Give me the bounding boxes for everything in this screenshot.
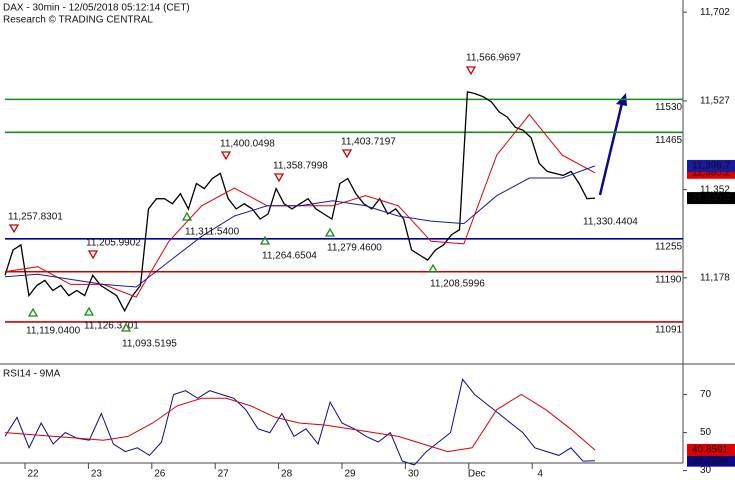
high-marker [220, 151, 232, 161]
annotation: 11,358.7998 [273, 161, 328, 172]
forecast-arrow [598, 102, 624, 196]
high-marker [8, 224, 20, 234]
y-tick-label: 30 [700, 465, 712, 476]
annotation: 11,264.6504 [262, 251, 317, 262]
value-label: 11,398.7 [692, 161, 731, 172]
low-marker [83, 306, 95, 316]
value-label-box [687, 443, 735, 456]
x-tick-label: 30 [408, 469, 420, 480]
low-marker [324, 227, 336, 237]
x-tick-label: 29 [344, 469, 356, 480]
x-tick-label: 28 [281, 469, 293, 480]
annotation: 11,566.9697 [466, 53, 521, 64]
annotation: 11,208.5996 [430, 279, 485, 290]
y-tick-label: 50 [700, 427, 712, 438]
x-tick-label: 27 [218, 469, 230, 480]
level-label: 11255 [655, 241, 683, 252]
annotation: 11,093.5195 [122, 339, 177, 350]
series-line [4, 165, 596, 288]
level-label: 11530 [655, 102, 683, 113]
y-tick-label: 11,702 [700, 7, 730, 18]
level-label: 11465 [655, 135, 683, 146]
chart-title: DAX - 30min - 12/05/2018 05:12:14 (CET) [3, 3, 190, 14]
high-marker [465, 66, 477, 76]
low-marker [181, 211, 193, 221]
annotation: 11,279.4600 [327, 243, 382, 254]
low-marker [120, 322, 132, 332]
low-marker [27, 307, 39, 317]
value-label: 11,385.2 [692, 167, 731, 178]
high-marker [341, 149, 353, 159]
y-tick-label: 11,178 [700, 272, 730, 283]
value-label: 40.8591 [692, 445, 729, 456]
value-label-box [687, 192, 735, 205]
series-line [4, 90, 596, 313]
rsi-title: RSI14 - 9MA [3, 369, 61, 380]
low-marker [427, 263, 439, 273]
value-label: 11,335.3 [692, 193, 731, 204]
chart-subtitle: Research © TRADING CENTRAL [3, 15, 153, 26]
y-tick-label: 11,352 [700, 184, 730, 195]
x-tick-label: 26 [154, 469, 166, 480]
annotation: 11,205.9902 [86, 238, 141, 249]
level-label: 11190 [655, 274, 682, 285]
series-line [4, 378, 596, 466]
value-label-box [687, 159, 735, 172]
value-label: 35.2298 [692, 455, 729, 466]
x-tick-label: 22 [27, 469, 39, 480]
annotation: 11,330.4404 [583, 217, 638, 228]
x-tick-label: 4 [537, 469, 543, 480]
high-marker [87, 250, 99, 260]
annotation: 11,126.3701 [84, 321, 139, 332]
y-tick-label: 70 [700, 389, 712, 400]
y-tick-label: 11,527 [700, 96, 730, 107]
annotation: 11,311.5400 [185, 227, 240, 238]
x-tick-label: 23 [91, 469, 103, 480]
low-marker [259, 235, 271, 245]
annotation: 11,403.7197 [341, 137, 396, 148]
x-tick-label: Dec [468, 469, 486, 480]
annotation: 11,257.8301 [8, 212, 63, 223]
level-label: 11091 [655, 325, 683, 336]
annotation: 11,400.0498 [220, 139, 275, 150]
value-label-box [687, 454, 735, 467]
series-line [4, 393, 596, 453]
annotation: 11,119.0400 [26, 326, 81, 337]
high-marker [273, 173, 285, 183]
